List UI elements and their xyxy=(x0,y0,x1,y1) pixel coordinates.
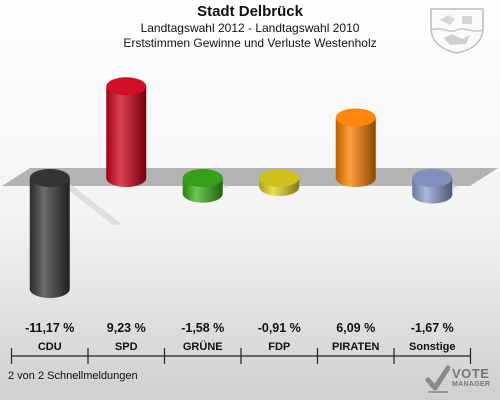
vote-manager-logo-icon xyxy=(425,365,451,393)
bar-spd xyxy=(106,77,147,187)
chart-subtitle: Landtagswahl 2012 - Landtagswahl 2010 xyxy=(140,21,360,35)
bar-piraten xyxy=(335,108,376,187)
bar-cdu xyxy=(29,169,70,298)
footer-note: 2 von 2 Schnellmeldungen xyxy=(8,370,138,382)
coat-of-arms-icon xyxy=(430,8,484,54)
category-axis: CDU SPD GRÜNE FDP PIRATEN Sonstige xyxy=(10,340,472,364)
bar-fdp xyxy=(259,169,300,197)
value-labels: -11,17 % 9,23 % -1,58 % -0,91 % 6,09 % -1,67 … xyxy=(25,321,454,335)
vote-manager-logo-text: VOTE MANAGER xyxy=(452,366,491,389)
category-label-sonstige: Sonstige xyxy=(409,341,455,353)
value-label-spd: 9,23 % xyxy=(107,321,146,335)
category-label-cdu: CDU xyxy=(38,341,62,353)
value-label-fdp: -0,91 % xyxy=(258,321,301,335)
bar-shadow-cdu xyxy=(57,182,123,225)
category-label-piraten: PIRATEN xyxy=(332,341,380,353)
logo-line-2: MANAGER xyxy=(452,381,491,388)
value-label-grüne: -1,58 % xyxy=(181,321,224,335)
category-label-fdp: FDP xyxy=(268,341,290,353)
chart-title: Stadt Delbrück xyxy=(197,3,303,20)
bar-grüne xyxy=(182,169,223,203)
category-label-spd: SPD xyxy=(115,341,138,353)
logo-line-1: VOTE xyxy=(452,366,490,381)
value-label-piraten: 6,09 % xyxy=(336,321,375,335)
bars xyxy=(29,77,453,298)
chart-header: Stadt Delbrück Landtagswahl 2012 - Landt… xyxy=(0,3,500,51)
bar-shadows xyxy=(57,182,459,225)
value-label-cdu: -11,17 % xyxy=(25,321,74,335)
bar-sonstige xyxy=(412,169,453,204)
value-label-sonstige: -1,67 % xyxy=(411,321,454,335)
chart-subtitle-2: Erststimmen Gewinne und Verluste Westenh… xyxy=(123,36,377,50)
category-label-grüne: GRÜNE xyxy=(183,340,223,353)
